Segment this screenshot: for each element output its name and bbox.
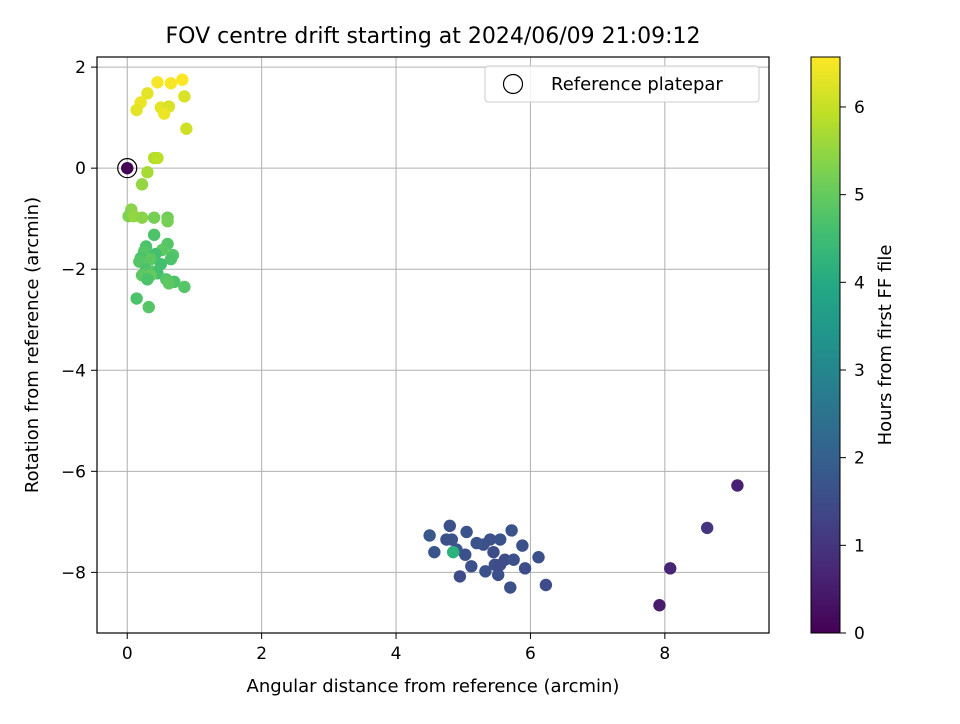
colorbar-label: Hours from first FF file (875, 245, 896, 446)
data-point (479, 565, 492, 578)
data-point (491, 568, 505, 582)
data-point (164, 252, 178, 266)
data-point (443, 519, 456, 533)
colorbar: 0 1 2 3 4 5 6 Hours from first FF file (810, 56, 896, 644)
data-point (180, 122, 193, 135)
colorbar-tick-label: 3 (854, 361, 865, 381)
grid (97, 57, 769, 633)
legend-marker-icon (502, 73, 524, 95)
data-point (539, 578, 553, 592)
data-point (142, 300, 155, 314)
data-point (505, 524, 518, 537)
x-tick-label: 2 (256, 644, 267, 664)
data-point (460, 525, 473, 539)
data-point (135, 178, 149, 191)
data-point (494, 558, 507, 571)
x-axis-label: Angular distance from reference (arcmin) (247, 676, 620, 697)
y-tick-label: 0 (75, 159, 86, 179)
data-point (178, 280, 191, 294)
colorbar-tick-label: 0 (854, 624, 865, 644)
data-point (653, 599, 666, 612)
legend: Reference platepar (484, 65, 760, 103)
data-point (470, 536, 483, 550)
colorbar-tick-label: 1 (854, 536, 865, 556)
y-tick-label: −8 (61, 563, 86, 583)
data-point (731, 479, 744, 492)
data-point (158, 107, 171, 120)
x-tick-label: 8 (659, 644, 670, 664)
data-point (141, 273, 154, 286)
data-point (516, 539, 529, 552)
data-point (178, 90, 191, 103)
data-point (446, 545, 460, 559)
data-point (465, 560, 478, 573)
data-point (664, 562, 677, 575)
data-point (518, 562, 532, 575)
y-tick-label: −6 (61, 462, 86, 482)
data-point (453, 570, 467, 583)
data-point (144, 252, 157, 266)
data-point (135, 211, 149, 224)
data-point (532, 551, 545, 564)
y-tick-label: −2 (61, 260, 86, 280)
data-point (494, 533, 507, 546)
data-point (141, 166, 154, 179)
colorbar-tick-label: 6 (854, 98, 865, 118)
colorbar-tick-label: 5 (854, 186, 865, 206)
x-tick-label: 0 (122, 644, 133, 664)
colorbar-tick-label: 2 (854, 449, 865, 469)
data-points (117, 73, 744, 612)
data-point (428, 545, 441, 559)
colorbar-tick-label: 4 (854, 273, 865, 293)
data-point (162, 277, 176, 290)
data-point (507, 553, 520, 566)
y-axis-label: Rotation from reference (arcmin) (22, 197, 43, 493)
data-point (151, 76, 164, 89)
data-point (161, 215, 174, 228)
data-point (130, 292, 143, 305)
y-axis-ticks: 2 0 −2 −4 −6 −8 (61, 58, 97, 583)
data-point (176, 73, 189, 86)
reference-marker (117, 158, 138, 179)
plot-area-frame (96, 56, 770, 634)
legend-label: Reference platepar (551, 74, 723, 95)
data-point (151, 151, 164, 165)
y-tick-label: −4 (61, 361, 86, 381)
chart-title: FOV centre drift starting at 2024/06/09 … (166, 24, 701, 49)
data-point (423, 529, 436, 542)
data-point (121, 161, 134, 175)
data-point (141, 87, 154, 100)
data-point (130, 103, 143, 117)
data-point (164, 77, 178, 90)
x-axis-ticks: 0 2 4 6 8 (122, 633, 670, 664)
data-point (147, 228, 161, 242)
colorbar-gradient (810, 56, 841, 634)
x-tick-label: 4 (391, 644, 402, 664)
y-tick-label: 2 (75, 58, 86, 78)
data-point (147, 211, 161, 224)
data-point (487, 545, 500, 559)
legend-box (484, 65, 760, 103)
data-point (440, 533, 453, 546)
data-point (700, 521, 714, 535)
data-point (504, 581, 517, 594)
colorbar-ticks: 0 1 2 3 4 5 6 (840, 98, 865, 644)
x-tick-label: 6 (525, 644, 536, 664)
